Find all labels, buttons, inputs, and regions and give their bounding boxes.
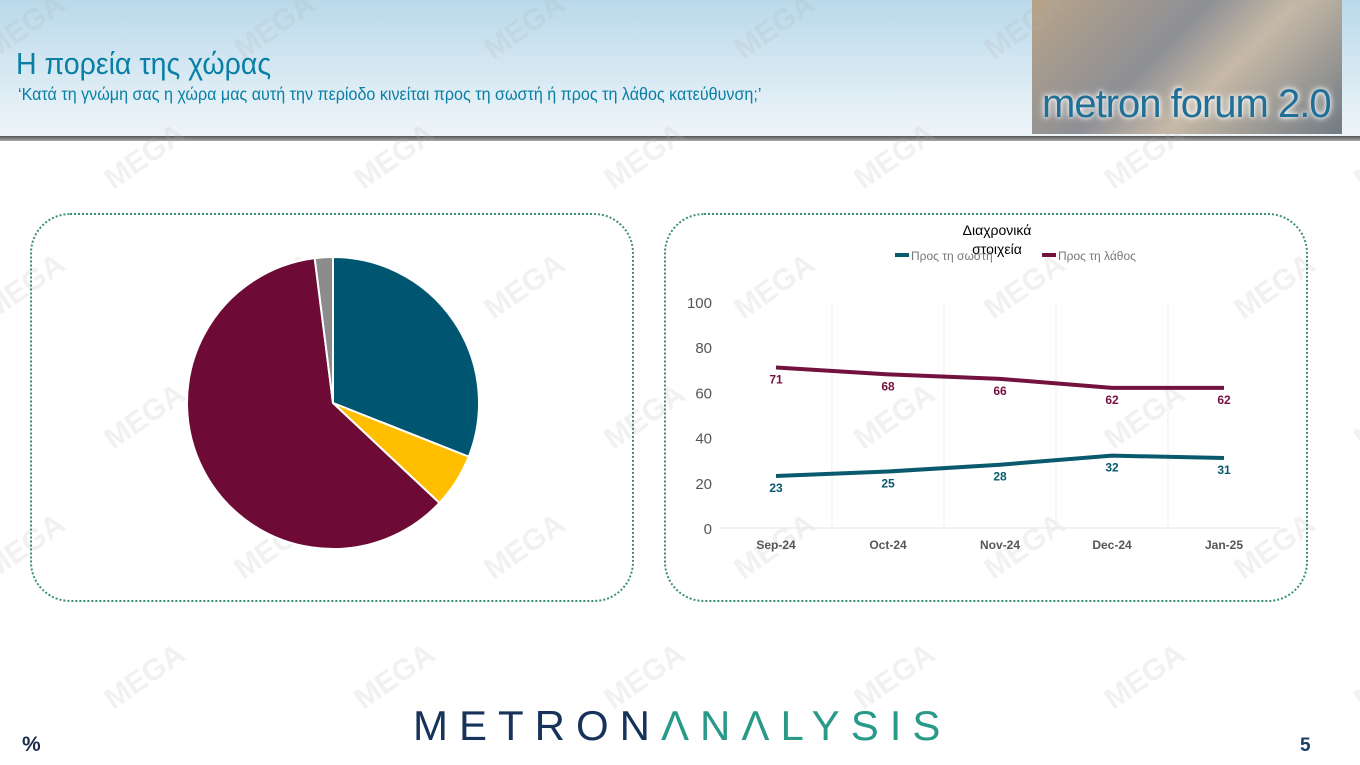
data-label: 68 (881, 379, 895, 393)
x-tick-label: Jan-25 (1205, 538, 1243, 552)
legend-swatch (1042, 253, 1056, 257)
y-tick-label: 60 (695, 385, 712, 402)
y-tick-label: 80 (695, 340, 712, 357)
legend-label: Προς τη σωστή (911, 249, 993, 263)
page-number: 5 (1300, 735, 1311, 756)
data-label: 62 (1217, 393, 1231, 407)
metron-analysis-logo: METRONΛNΛLYSIS (413, 702, 951, 750)
chart-title-line2: στοιχεία (972, 241, 1022, 257)
logo-part1: METRON (413, 702, 661, 749)
unit-label: % (22, 733, 41, 756)
x-tick-label: Oct-24 (869, 538, 907, 552)
logo-part2: ΛNΛLYSIS (661, 702, 952, 749)
data-label: 32 (1105, 461, 1119, 475)
y-tick-label: 20 (695, 476, 712, 493)
y-tick-label: 0 (704, 521, 712, 538)
logo-text: metron forum 2.0 (1042, 82, 1332, 126)
series-line (775, 453, 1225, 479)
pie-slice (313, 255, 334, 404)
data-label: 25 (881, 477, 895, 491)
series-line (775, 365, 1224, 390)
legend-label: Προς τη λάθος (1058, 249, 1136, 263)
x-tick-label: Nov-24 (980, 538, 1020, 552)
page-title: Η πορεία της χώρας (16, 46, 272, 81)
line-panel (664, 213, 1308, 602)
chart-title-line1: Διαχρονικά (963, 222, 1032, 238)
data-label: 62 (1105, 393, 1119, 407)
y-tick-label: 40 (695, 431, 712, 448)
data-label: 71 (769, 373, 783, 387)
x-tick-label: Sep-24 (756, 538, 796, 552)
data-label: 28 (993, 470, 1007, 484)
header-divider (0, 136, 1360, 141)
data-label: 66 (993, 384, 1007, 398)
metron-forum-logo: metron forum 2.0 (1032, 0, 1342, 134)
y-tick-label: 100 (687, 295, 712, 312)
page-subtitle: ‘Κατά τη γνώμη σας η χώρα μας αυτή την π… (18, 84, 762, 104)
legend-swatch (895, 253, 909, 257)
pie-panel (30, 213, 634, 602)
data-label: 23 (769, 481, 783, 495)
x-tick-label: Dec-24 (1092, 538, 1132, 552)
pie-slice (186, 257, 441, 550)
pie-slice (332, 255, 480, 459)
data-label: 31 (1217, 463, 1231, 477)
